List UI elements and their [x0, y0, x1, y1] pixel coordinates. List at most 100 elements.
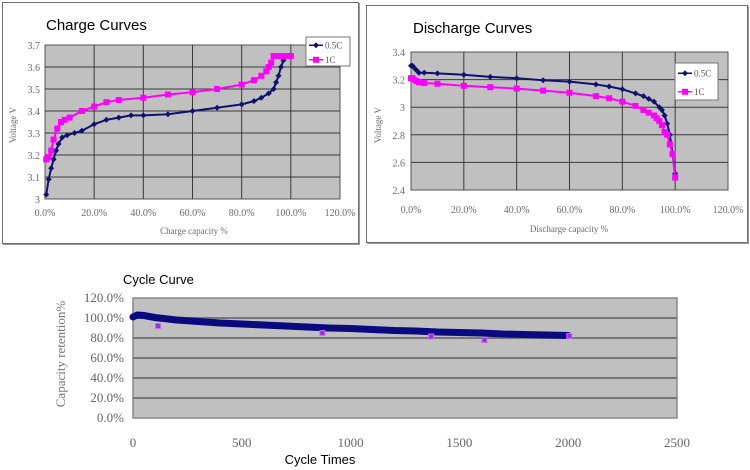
- data-point-marker: [645, 95, 652, 102]
- data-point-marker: [103, 116, 110, 123]
- data-point-marker: [273, 79, 280, 86]
- charge-y-ticks: 3 3.1 3.2 3.3 3.4 3.5 3.6 3.7: [28, 41, 41, 206]
- discharge-series: [408, 62, 679, 181]
- data-point-marker: [189, 108, 196, 114]
- discharge-legend: 0.5C 1C: [674, 62, 719, 101]
- discharge-y-axis-label: Voltage V: [373, 107, 383, 143]
- x-tick-label: 2000: [555, 435, 581, 450]
- legend-label: 1C: [694, 87, 705, 97]
- y-tick-label: 3.4: [393, 48, 406, 59]
- data-point-marker: [91, 121, 98, 128]
- data-point-marker: [275, 72, 282, 79]
- data-point-marker: [415, 69, 422, 76]
- data-point-marker: [656, 118, 663, 124]
- x-tick-label: 20.0%: [81, 208, 107, 219]
- data-point-marker: [50, 136, 57, 143]
- data-point-marker: [128, 112, 135, 119]
- data-point-marker: [78, 108, 85, 114]
- data-point-marker: [319, 330, 326, 336]
- x-tick-label: 0.0%: [35, 208, 56, 219]
- data-point-marker: [48, 147, 55, 154]
- data-point-marker: [78, 127, 85, 134]
- data-point-marker: [53, 147, 60, 154]
- y-tick-label: 3.2: [393, 76, 406, 87]
- y-tick-label: 2.8: [393, 131, 406, 142]
- x-tick-label: 500: [232, 435, 252, 450]
- charge-x-axis-label: Charge capacity %: [160, 226, 228, 236]
- data-point-marker: [45, 176, 52, 183]
- y-tick-label: 20.0%: [90, 390, 124, 405]
- data-point-marker: [59, 134, 66, 141]
- data-point-marker: [48, 165, 55, 172]
- discharge-x-ticks: 0.0% 20.0% 40.0% 60.0% 80.0% 100.0% 120.0%: [401, 205, 744, 216]
- data-point-marker: [164, 111, 171, 118]
- data-point-marker: [71, 130, 78, 136]
- cycle-y-ticks: 0.0% 20.0% 40.0% 60.0% 80.0% 100.0% 120.0%: [84, 290, 124, 425]
- data-point-marker: [278, 64, 284, 70]
- data-point-marker: [64, 132, 71, 139]
- data-point-marker: [140, 94, 147, 101]
- data-point-marker: [658, 122, 665, 129]
- x-tick-label: 0.0%: [401, 205, 422, 216]
- data-point-marker: [566, 89, 573, 96]
- y-tick-label: 0.0%: [97, 410, 124, 425]
- data-point-marker: [155, 323, 162, 329]
- x-tick-label: 20.0%: [451, 205, 477, 216]
- legend-label: 0.5C: [325, 40, 342, 50]
- data-point-marker: [164, 91, 171, 98]
- charge-y-axis-label: Voltage V: [8, 107, 18, 143]
- y-tick-label: 3: [400, 103, 405, 114]
- x-tick-label: 60.0%: [180, 208, 206, 219]
- data-point-marker: [250, 77, 257, 84]
- x-tick-label: 1500: [446, 435, 472, 450]
- data-point-marker: [265, 64, 272, 70]
- y-tick-label: 40.0%: [90, 370, 124, 385]
- data-point-marker: [606, 83, 613, 90]
- data-point-marker: [50, 156, 57, 163]
- y-tick-label: 3: [35, 195, 40, 206]
- discharge-chart-title: Discharge Curves: [413, 20, 532, 37]
- cycle-x-ticks: 0 500 1000 1500 2000 2500: [130, 435, 690, 450]
- data-point-marker: [270, 53, 277, 59]
- data-point-marker: [287, 53, 294, 59]
- data-point-marker: [268, 59, 275, 66]
- data-point-marker: [415, 79, 422, 86]
- cycle-y-axis-label: Capacity retention%: [53, 301, 68, 408]
- data-point-marker: [140, 112, 147, 119]
- data-point-marker: [54, 125, 61, 132]
- data-point-marker: [661, 112, 668, 119]
- cycle-x-axis-label: Cycle Times: [285, 452, 356, 467]
- data-point-marker: [632, 102, 639, 109]
- x-tick-label: 120.0%: [325, 208, 356, 219]
- data-point-marker: [592, 93, 599, 100]
- data-point-marker: [640, 93, 647, 100]
- x-tick-label: 0: [130, 435, 137, 450]
- data-point-marker: [263, 68, 270, 75]
- data-point-marker: [513, 75, 520, 82]
- discharge-chart: Discharge Curves 2.4 2.6 2.8 3 3.2 3.4 0.0% 20…: [373, 20, 743, 234]
- data-point-marker: [640, 106, 647, 113]
- charge-chart: Charge Curves 3 3.1 3.2 3.3 3.4 3.5 3.6 3.7 0.0…: [8, 17, 355, 236]
- data-point-marker: [66, 114, 73, 121]
- y-tick-label: 100.0%: [84, 310, 124, 325]
- y-tick-label: 2.6: [393, 158, 406, 169]
- data-point-marker: [57, 119, 64, 125]
- data-point-marker: [421, 80, 428, 87]
- x-tick-label: 100.0%: [660, 205, 691, 216]
- data-point-marker: [45, 154, 52, 161]
- data-point-marker: [672, 174, 679, 181]
- x-tick-label: 60.0%: [557, 205, 583, 216]
- data-point-marker: [265, 90, 272, 97]
- data-point-marker: [275, 53, 282, 59]
- discharge-y-ticks: 2.4 2.6 2.8 3 3.2 3.4: [393, 48, 406, 197]
- cycle-gridlines: [133, 317, 677, 399]
- data-point-marker: [434, 80, 441, 87]
- x-tick-label: 80.0%: [609, 205, 635, 216]
- x-tick-label: 80.0%: [229, 208, 255, 219]
- data-point-marker: [658, 106, 665, 113]
- data-point-marker: [238, 101, 245, 108]
- data-point-marker: [115, 97, 122, 103]
- series-line-0-5c: [45, 55, 287, 196]
- charge-x-ticks: 0.0% 20.0% 40.0% 60.0% 80.0% 100.0% 120.0%: [35, 208, 356, 219]
- charge-series: [43, 53, 294, 198]
